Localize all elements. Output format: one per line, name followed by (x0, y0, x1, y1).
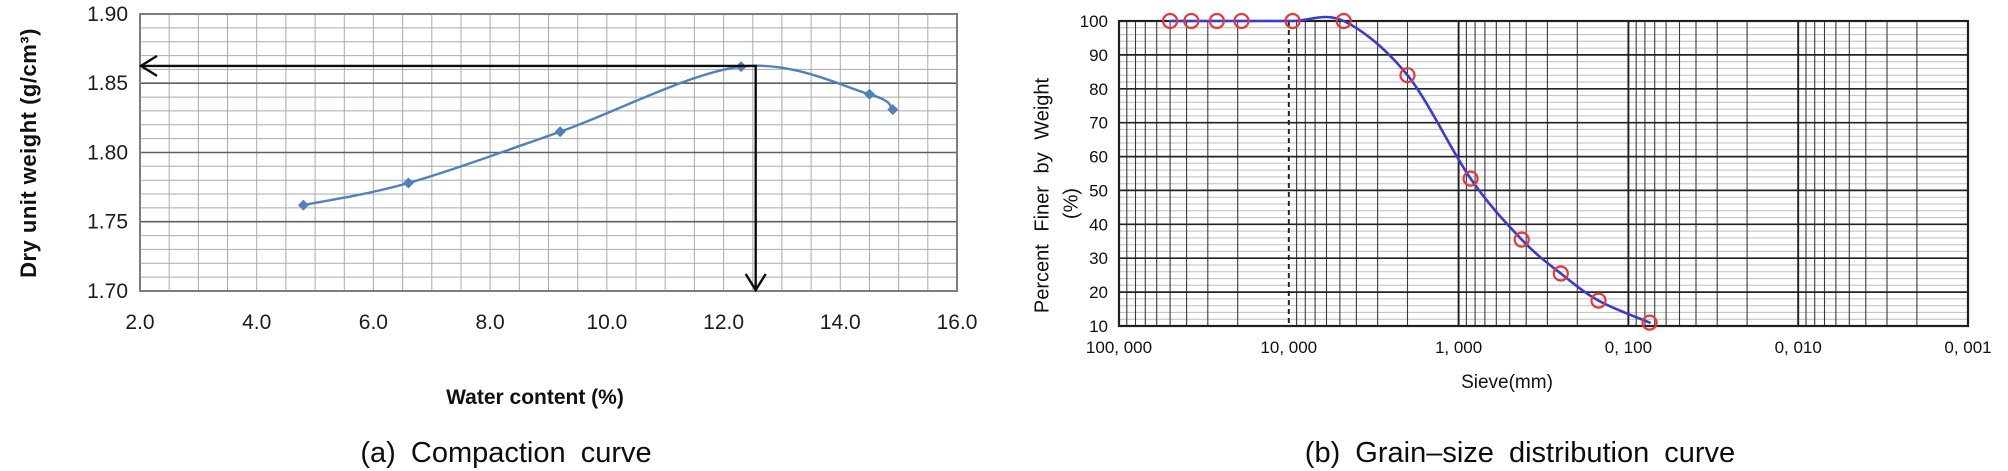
data-point-circle-marker (1399, 67, 1416, 84)
grain-size-curve-line (1168, 15, 1651, 324)
x-tick-label: 0, 010 (1775, 338, 1822, 357)
data-point-circle-marker (1552, 265, 1569, 282)
y-tick-label: 1.80 (87, 142, 128, 165)
plot-border (1117, 19, 1970, 328)
y-tick-label: 1.90 (87, 3, 128, 26)
grainsize-caption: (b) Grain–size distribution curve (1304, 437, 1736, 469)
x-tick-label: 14.0 (820, 311, 861, 334)
y-tick-label: 20 (1089, 283, 1108, 302)
grainsize-y-axis-title: Percent Finer by Weight (1031, 77, 1054, 314)
y-tick-label: 100 (1080, 12, 1108, 31)
data-point-circle-marker (1641, 314, 1658, 331)
y-tick-label: 1.85 (87, 72, 128, 95)
data-point-circle-marker (1208, 12, 1226, 30)
compaction-x-axis-title: Water content (%) (446, 386, 624, 409)
data-point-circle-marker (1233, 12, 1250, 30)
compaction-y-axis-title: Dry unit weight (g/cm³) (16, 28, 41, 278)
plot-border (139, 13, 958, 292)
data-point-circle-marker (1513, 231, 1530, 248)
data-point-circle-marker (1590, 292, 1607, 309)
optimum-guide-line (140, 64, 757, 291)
y-tick-label: 40 (1089, 215, 1108, 234)
down-arrowhead (744, 273, 767, 293)
y-tick-label: 90 (1089, 46, 1108, 65)
data-point-circle-marker (1462, 170, 1479, 187)
y-tick-label: 10 (1089, 317, 1108, 336)
grainsize-x-axis-title: Sieve(mm) (1461, 372, 1553, 393)
x-tick-label: 16.0 (937, 311, 978, 334)
data-point-circle-marker (1284, 12, 1301, 30)
data-point-diamond-marker (554, 126, 566, 138)
x-tick-label: 0, 100 (1605, 338, 1652, 357)
x-tick-label: 10, 000 (1260, 338, 1317, 357)
x-tick-label: 4.0 (242, 311, 271, 334)
data-point-diamond-marker (887, 104, 899, 116)
data-point-circle-marker (1183, 12, 1200, 30)
x-tick-label: 2.0 (125, 311, 154, 334)
x-tick-label: 0, 001 (1944, 338, 1991, 357)
y-tick-label: 70 (1089, 114, 1108, 133)
grainsize-y-axis-unit: (%) (1060, 187, 1083, 220)
y-tick-label: 50 (1089, 181, 1108, 200)
data-point-diamond-marker (864, 88, 875, 100)
data-point-diamond-marker (402, 177, 414, 189)
y-tick-label: 80 (1089, 80, 1108, 99)
x-tick-label: 100, 000 (1086, 338, 1152, 357)
y-tick-label: 1.75 (87, 211, 128, 234)
x-tick-label: 1, 000 (1435, 338, 1482, 357)
x-tick-label: 12.0 (703, 311, 744, 334)
x-tick-label: 10.0 (586, 311, 627, 334)
x-tick-label: 8.0 (475, 311, 504, 334)
y-tick-label: 30 (1089, 249, 1108, 268)
x-tick-label: 6.0 (359, 311, 388, 334)
left-arrowhead (138, 54, 158, 77)
y-tick-label: 60 (1089, 148, 1108, 167)
compaction-caption: (a) Compaction curve (360, 437, 652, 469)
data-point-diamond-marker (297, 199, 309, 211)
data-point-circle-marker (1161, 12, 1179, 30)
data-point-circle-marker (1335, 12, 1352, 30)
y-tick-label: 1.70 (87, 280, 128, 303)
